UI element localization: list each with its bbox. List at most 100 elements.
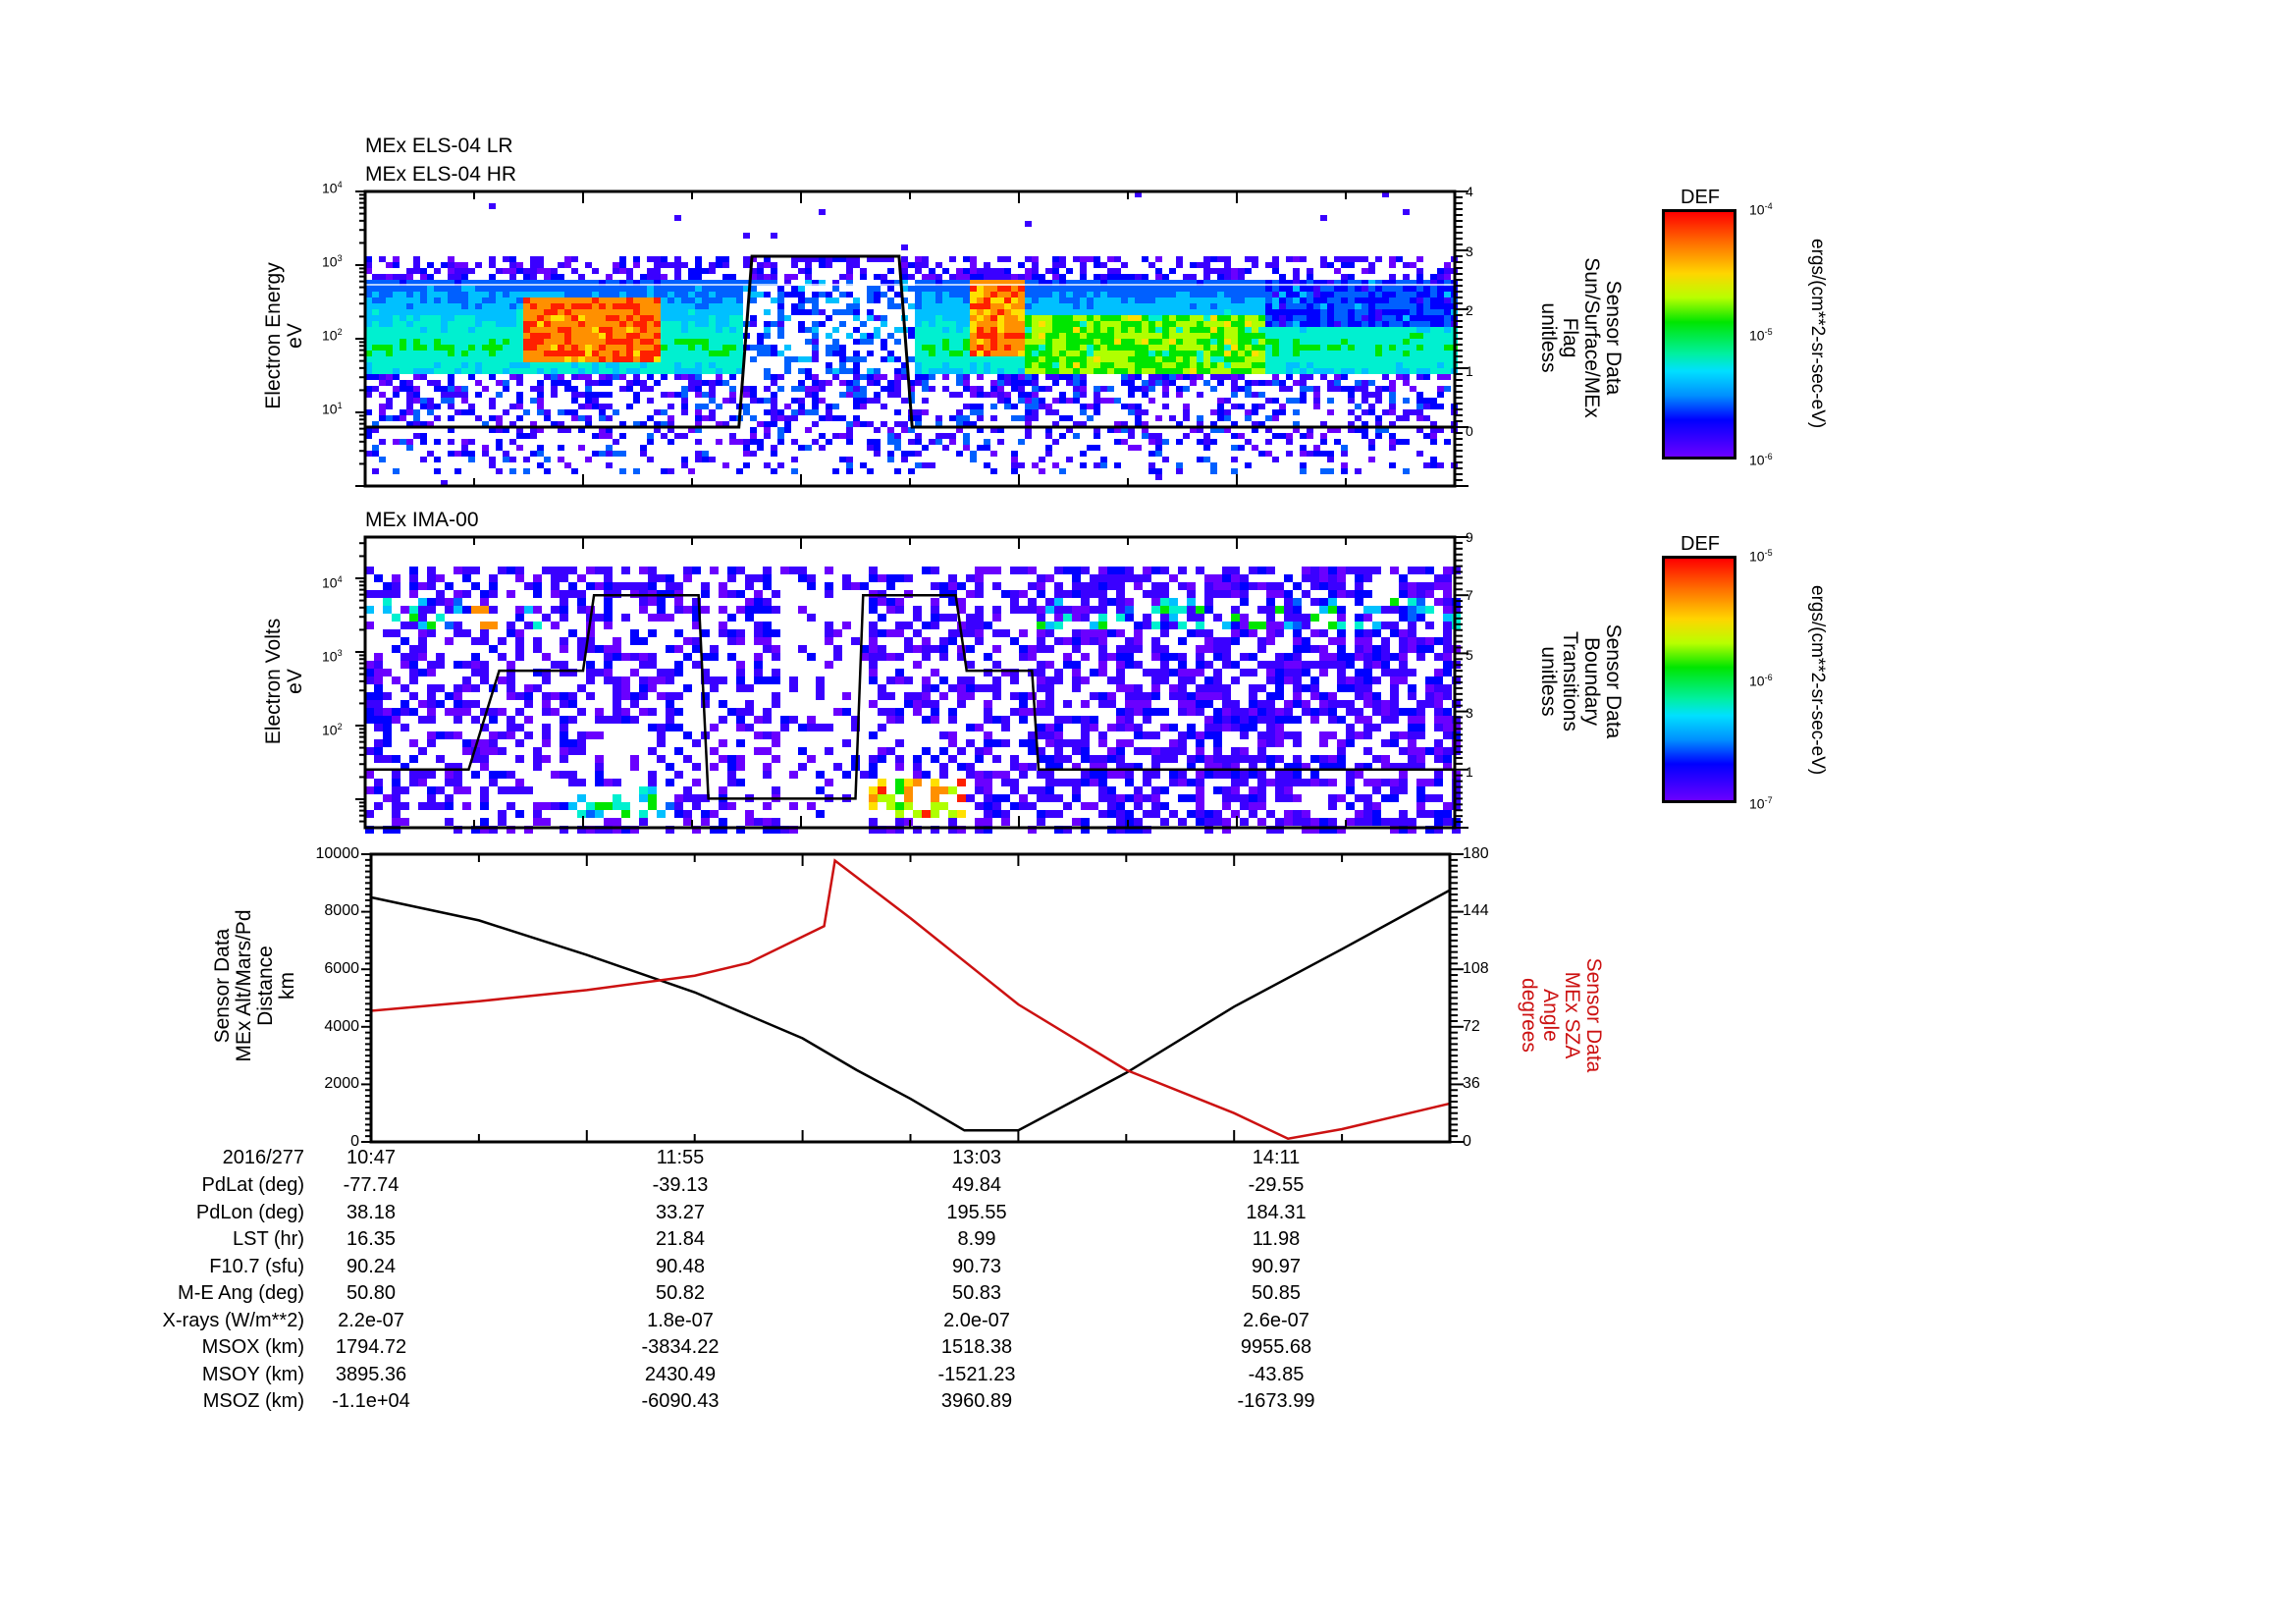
right-ylabel-line: Sensor Data (1582, 957, 1605, 1073)
top-rtick: 3 (1466, 243, 1473, 259)
right-ylabel-line: Flag (1559, 317, 1581, 358)
ephemeris-row-label: M-E Ang (deg) (178, 1282, 304, 1304)
right-ylabel-line: unitless (1537, 302, 1560, 373)
bottom-ytick: 10000 (315, 845, 360, 862)
right-ylabel-line: Sun/Surface/MEx (1580, 257, 1603, 418)
ylabel-line: Distance (254, 946, 277, 1026)
ylabel-line: Sensor Data (211, 928, 234, 1044)
ephemeris-cell: -77.74 (343, 1174, 400, 1196)
ylabel-line: eV (284, 323, 306, 349)
colorbar-2-label-top: 10-5 (1749, 548, 1773, 565)
ephemeris-row: M-E Ang (deg) (0, 1282, 304, 1310)
time-tick: 14:11 (1252, 1147, 1301, 1168)
colorbar-1-units: ergs/(cm**2-sr-sec-eV) (1807, 239, 1828, 429)
ephemeris-cell: 16.35 (346, 1228, 397, 1250)
bottom-rtick: 72 (1463, 1018, 1480, 1035)
ephemeris-cell: 49.84 (951, 1174, 1002, 1196)
middle-rtick: 1 (1466, 764, 1473, 780)
ephemeris-cell: -29.55 (1248, 1174, 1305, 1196)
bottom-panel-right-ylabel: Sensor Data MEx SZA Angle degrees (1518, 897, 1605, 1133)
bottom-ytick: 8000 (324, 902, 359, 919)
ephemeris-cell: 2.6e-07 (1243, 1309, 1309, 1331)
middle-spectrogram (355, 535, 1468, 834)
bottom-ytick: 2000 (324, 1075, 359, 1092)
top-rtick: 1 (1466, 363, 1473, 379)
ephemeris-cell: 3895.36 (335, 1363, 407, 1385)
top-panel-right-ylabel: Sensor Data Sun/Surface/MEx Flag unitles… (1537, 220, 1625, 456)
ephemeris-cell: -1673.99 (1237, 1390, 1315, 1412)
colorbar-1-title: DEF (1681, 187, 1720, 208)
ephemeris-cell: -6090.43 (641, 1390, 720, 1412)
bottom-ytick: 6000 (324, 960, 359, 977)
ephemeris-cell: 50.83 (951, 1282, 1002, 1304)
top-panel-title-hr: MEx ELS-04 HR (365, 163, 517, 186)
top-rtick: 4 (1466, 184, 1473, 199)
ephemeris-cell: 50.82 (655, 1282, 706, 1304)
top-ytick-10-2: 102 (322, 327, 343, 344)
ephemeris-header-row: 2016/277 (0, 1147, 304, 1174)
ephemeris-cell: 50.80 (346, 1282, 397, 1304)
ephemeris-cell: 90.97 (1251, 1255, 1302, 1277)
ephemeris-cell: 2.2e-07 (338, 1309, 404, 1331)
ephemeris-cell: 38.18 (346, 1201, 397, 1223)
colorbar-2-label-mid: 10-6 (1749, 673, 1773, 689)
colorbar-2 (1662, 556, 1736, 803)
right-ylabel-line: Sensor Data (1602, 280, 1625, 396)
ephemeris-cell: 1.8e-07 (647, 1309, 714, 1331)
bottom-rtick: 36 (1463, 1075, 1480, 1092)
right-ylabel-line: MEx SZA (1561, 971, 1583, 1059)
ephemeris-row-label: LST (hr) (233, 1228, 304, 1250)
middle-ytick-10-4: 104 (322, 574, 343, 591)
middle-rtick: 5 (1466, 647, 1473, 663)
ephemeris-row-label: X-rays (W/m**2) (162, 1309, 304, 1331)
right-ylabel-line: Transitions (1559, 631, 1581, 731)
ephemeris-row: MSOY (km) (0, 1364, 304, 1391)
right-ylabel-line: Sensor Data (1602, 623, 1625, 739)
right-ylabel-line: unitless (1537, 646, 1560, 717)
ephemeris-cell: 2.0e-07 (943, 1309, 1010, 1331)
middle-panel-title: MEx IMA-00 (365, 509, 479, 531)
colorbar-1-label-bot: 10-6 (1749, 452, 1773, 468)
ephemeris-cell: -39.13 (652, 1174, 709, 1196)
ephemeris-cell: 8.99 (957, 1228, 996, 1250)
middle-panel-right-ylabel: Sensor Data Boundary Transitions unitles… (1537, 564, 1625, 799)
ephemeris-table: 2016/277 10:47 11:55 13:03 14:11 PdLat (… (0, 1147, 2296, 1432)
ephemeris-row: F10.7 (sfu) (0, 1256, 304, 1283)
ephemeris-row-label: MSOZ (km) (202, 1390, 304, 1412)
ephemeris-row-label: F10.7 (sfu) (209, 1255, 304, 1277)
right-ylabel-line: Angle (1539, 989, 1562, 1042)
ephemeris-cell: -1.1e+04 (332, 1390, 410, 1412)
ylabel-line: km (276, 972, 298, 1000)
ephemeris-row: PdLat (deg) (0, 1174, 304, 1202)
ephemeris-cell: 90.48 (655, 1255, 706, 1277)
ephemeris-cell: 184.31 (1246, 1201, 1307, 1223)
top-spectrogram (355, 189, 1468, 488)
ephemeris-row: MSOX (km) (0, 1336, 304, 1364)
colorbar-2-units: ergs/(cm**2-sr-sec-eV) (1807, 585, 1828, 776)
ephemeris-row: LST (hr) (0, 1228, 304, 1256)
ylabel-line: Electron Volts (262, 618, 285, 745)
ephemeris-cell: 33.27 (655, 1201, 706, 1223)
time-tick: 11:55 (656, 1147, 705, 1168)
bottom-rtick: 180 (1463, 845, 1489, 862)
ephemeris-cell: 11.98 (1252, 1228, 1301, 1250)
ephemeris-cell: 1518.38 (940, 1336, 1013, 1358)
ephemeris-row: X-rays (W/m**2) (0, 1310, 304, 1337)
top-ytick-10-4: 104 (322, 180, 343, 196)
bottom-rtick: 108 (1463, 960, 1489, 977)
middle-panel-ylabel: Electron Volts eV (262, 583, 306, 780)
ephemeris-cell: 3960.89 (940, 1390, 1013, 1412)
middle-ytick-10-3: 103 (322, 648, 343, 665)
top-ytick-10-3: 103 (322, 253, 343, 270)
ephemeris-cell: 50.85 (1251, 1282, 1302, 1304)
top-panel-ylabel: Electron Energy eV (262, 238, 306, 434)
ephemeris-row-label: MSOX (km) (201, 1336, 304, 1358)
ephemeris-row: PdLon (deg) (0, 1202, 304, 1229)
colorbar-1 (1662, 209, 1736, 460)
ephemeris-cell: 90.73 (951, 1255, 1002, 1277)
ephemeris-cell: 9955.68 (1240, 1336, 1312, 1358)
bottom-panel-ylabel: Sensor Data MEx Alt/Mars/Pd Distance km (211, 858, 298, 1113)
colorbar-2-title: DEF (1681, 533, 1720, 555)
top-panel-title-lr: MEx ELS-04 LR (365, 135, 513, 157)
top-ytick-10-1: 101 (322, 401, 343, 417)
